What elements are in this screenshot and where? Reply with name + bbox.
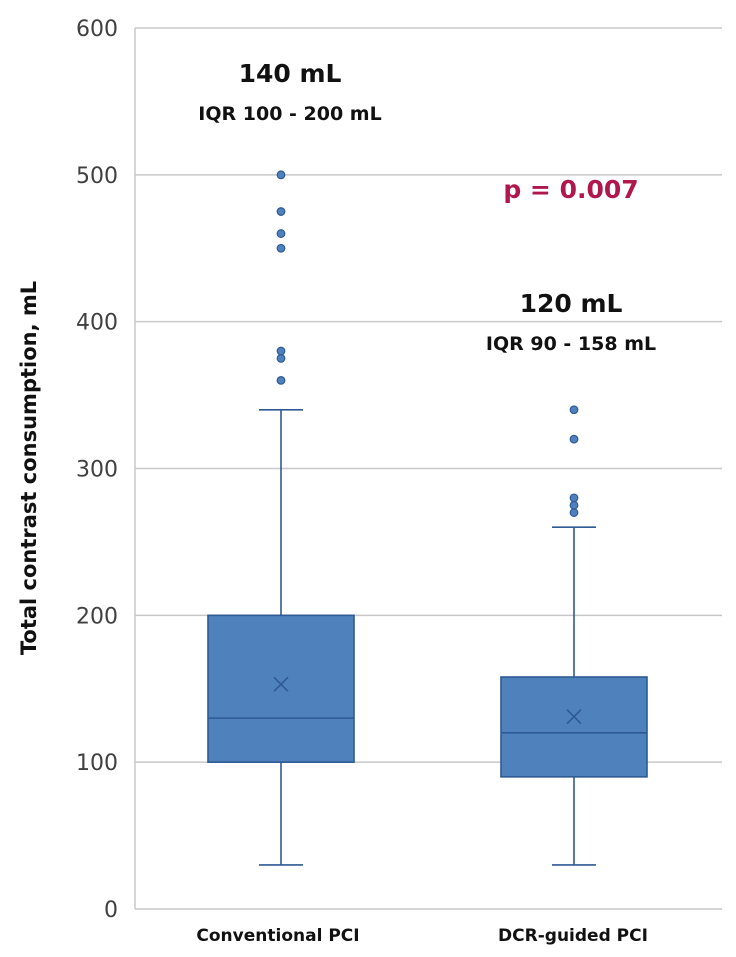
outlier-conventional-4 — [276, 229, 286, 238]
category-labels: Conventional PCI DCR-guided PCI — [196, 926, 648, 946]
annotation-iqr-dcr: IQR 90 - 158 mL — [486, 333, 656, 355]
iqr-box-conventional — [207, 614, 355, 763]
y-tick-labels: 0 100 200 300 400 500 600 — [76, 17, 118, 923]
box-group-dcr — [500, 405, 648, 866]
p-value-label: p = 0.007 — [503, 175, 638, 204]
y-tick-label-300: 300 — [76, 458, 118, 483]
outlier-dcr-2 — [569, 493, 579, 503]
y-tick-label-0: 0 — [104, 898, 118, 923]
outlier-conventional-1 — [276, 353, 286, 363]
outlier-conventional-3 — [276, 243, 286, 253]
outlier-dcr-0 — [569, 508, 579, 517]
annotation-iqr-conventional: IQR 100 - 200 mL — [198, 103, 381, 125]
category-label-dcr: DCR-guided PCI — [498, 926, 648, 946]
outlier-dcr-4 — [569, 405, 579, 415]
y-tick-label-500: 500 — [76, 164, 118, 189]
outlier-conventional-2 — [276, 346, 286, 356]
outlier-conventional-6 — [276, 170, 286, 180]
outlier-dcr-1 — [569, 500, 579, 510]
outlier-conventional-5 — [276, 207, 286, 216]
y-tick-label-100: 100 — [76, 751, 118, 776]
mean-marker-b-dcr — [566, 709, 582, 725]
annotations: 140 mL IQR 100 - 200 mL 120 mL IQR 90 - … — [198, 59, 656, 355]
outlier-conventional-0 — [276, 376, 286, 385]
y-axis-label: Total contrast consumption, mL — [17, 281, 41, 655]
mean-marker-b-conventional — [273, 676, 289, 692]
annotation-median-dcr: 120 mL — [520, 289, 623, 318]
outlier-dcr-3 — [569, 434, 579, 444]
y-tick-label-400: 400 — [76, 311, 118, 336]
annotation-median-conventional: 140 mL — [239, 59, 342, 88]
y-tick-label-200: 200 — [76, 604, 118, 629]
category-label-conventional: Conventional PCI — [196, 926, 359, 946]
y-tick-label-600: 600 — [76, 17, 118, 42]
box-group-conventional — [207, 170, 355, 866]
boxes — [207, 170, 648, 866]
iqr-box-dcr — [500, 676, 648, 778]
